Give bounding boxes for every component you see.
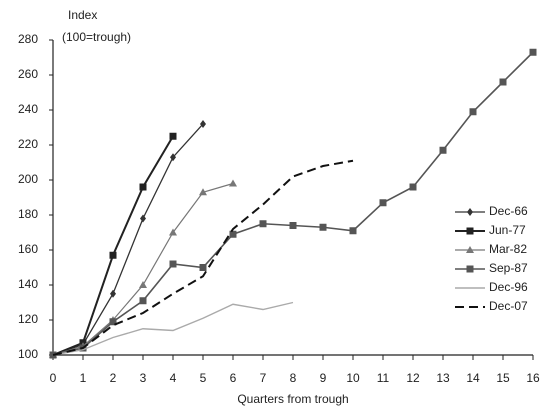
marker <box>140 214 146 223</box>
marker <box>200 120 206 128</box>
marker <box>169 132 177 140</box>
y-tick-label: 260 <box>18 67 38 81</box>
y-axis-label: Index <box>68 8 97 22</box>
y-tick-label: 140 <box>18 277 38 291</box>
x-tick-label: 12 <box>406 371 420 385</box>
series-line <box>52 51 534 356</box>
marker <box>466 265 474 273</box>
x-tick-label: 15 <box>496 371 510 385</box>
marker <box>229 179 237 187</box>
marker <box>439 146 447 154</box>
marker <box>349 227 357 235</box>
marker <box>319 223 327 231</box>
x-tick-label: 3 <box>140 371 147 385</box>
marker <box>139 183 147 191</box>
y-axis-label: (100=trough) <box>62 30 131 44</box>
series-line <box>52 123 204 356</box>
marker <box>466 227 474 235</box>
marker <box>529 48 537 56</box>
legend-label: Dec-96 <box>489 280 528 294</box>
marker <box>109 318 117 326</box>
x-tick-label: 0 <box>50 371 57 385</box>
y-tick-label: 180 <box>18 207 38 221</box>
y-tick-label: 160 <box>18 242 38 256</box>
legend-label: Mar-82 <box>489 242 527 256</box>
x-tick-label: 4 <box>170 371 177 385</box>
y-tick-label: 220 <box>18 137 38 151</box>
y-tick-label: 100 <box>18 347 38 361</box>
x-tick-label: 16 <box>526 371 540 385</box>
x-tick-label: 7 <box>260 371 267 385</box>
marker <box>110 289 116 298</box>
x-tick-label: 2 <box>110 371 117 385</box>
marker <box>379 199 387 207</box>
x-tick-label: 13 <box>436 371 450 385</box>
x-tick-label: 10 <box>346 371 360 385</box>
marker <box>289 222 297 229</box>
marker <box>466 246 474 253</box>
x-tick-label: 1 <box>80 371 87 385</box>
legend-label: Dec-07 <box>489 299 528 313</box>
x-tick-label: 8 <box>290 371 297 385</box>
legend-label: Sep-87 <box>489 261 528 275</box>
marker <box>169 228 177 236</box>
x-tick-label: 9 <box>320 371 327 385</box>
marker <box>259 220 267 228</box>
series-line <box>52 159 354 356</box>
marker <box>199 264 207 271</box>
marker <box>199 188 207 196</box>
x-tick-label: 11 <box>377 371 390 385</box>
y-tick-label: 200 <box>18 172 38 186</box>
x-tick-label: 6 <box>230 371 237 385</box>
marker <box>499 78 507 86</box>
marker <box>170 153 176 162</box>
y-tick-label: 280 <box>18 32 38 46</box>
x-axis-label: Quarters from trough <box>237 392 348 406</box>
marker <box>467 208 473 216</box>
marker <box>469 108 477 116</box>
marker <box>229 230 237 238</box>
x-tick-label: 5 <box>200 371 207 385</box>
x-tick-label: 14 <box>466 371 480 385</box>
marker <box>169 260 177 268</box>
legend-label: Dec-66 <box>489 204 528 218</box>
marker <box>409 183 417 191</box>
marker <box>139 281 147 288</box>
legend-label: Jun-77 <box>489 223 526 237</box>
marker <box>109 251 117 259</box>
y-tick-label: 120 <box>18 312 38 326</box>
y-tick-label: 240 <box>18 102 38 116</box>
series-line <box>52 301 294 356</box>
marker <box>139 297 147 305</box>
